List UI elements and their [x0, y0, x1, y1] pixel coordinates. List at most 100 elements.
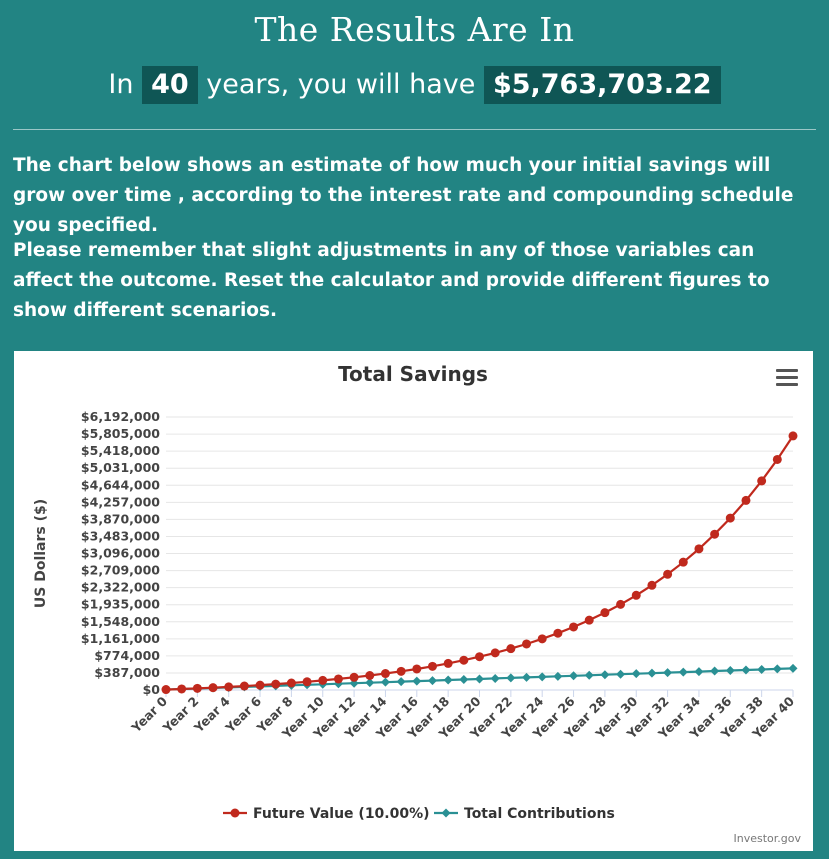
future-value-point: [616, 599, 626, 609]
future-value-point: [318, 675, 328, 685]
total-contributions-point: [537, 672, 547, 682]
results-heading: The Results Are In: [254, 10, 575, 49]
results-summary: In 40 years, you will have $5,763,703.22: [0, 66, 829, 104]
legend-circle-marker: [230, 808, 240, 818]
y-tick-label: $5,418,000: [81, 443, 160, 458]
total-contributions-point: [443, 675, 453, 685]
y-tick-label: $3,483,000: [81, 528, 160, 543]
total-contributions-point: [741, 665, 751, 675]
legend-future-value[interactable]: Future Value (10.00%): [253, 806, 430, 822]
total-contributions-point: [710, 666, 720, 676]
total-contributions-point: [725, 666, 735, 676]
total-contributions-point: [475, 674, 484, 684]
total-contributions-point: [600, 670, 610, 680]
y-tick-label: $0: [143, 682, 161, 697]
y-tick-label: $774,000: [94, 648, 160, 663]
chart-title: Total Savings: [338, 362, 488, 386]
y-tick-label: $5,805,000: [81, 426, 160, 441]
future-value-point: [710, 529, 720, 539]
chart-credits[interactable]: Investor.gov: [733, 832, 802, 845]
future-value-point: [475, 652, 484, 662]
y-tick-label: $5,031,000: [81, 460, 160, 475]
y-tick-label: $4,257,000: [81, 494, 160, 509]
y-tick-label: $6,192,000: [81, 409, 160, 424]
total-contributions-point: [694, 667, 704, 677]
total-contributions-point: [788, 663, 798, 673]
future-value-point: [380, 669, 390, 679]
future-value-point: [553, 628, 563, 638]
total-contributions-point: [678, 667, 688, 677]
total-contributions-point: [631, 669, 641, 679]
future-value-point: [506, 644, 516, 654]
y-tick-label: $1,161,000: [81, 631, 160, 646]
future-value-point: [302, 677, 312, 687]
future-value-point: [208, 683, 218, 693]
total-contributions-point: [396, 677, 406, 687]
chart-container: Total Savings $0 $387,000 $774,000 $1,161,00…: [14, 351, 813, 851]
future-value-point: [569, 622, 579, 632]
reminder-paragraph: Please remember that slight adjustments …: [13, 240, 770, 321]
series-line-future-value: [165, 435, 794, 691]
total-contributions-point: [522, 672, 532, 682]
summary-prefix: In: [108, 69, 134, 100]
total-contributions-point: [553, 671, 563, 681]
total-contributions-point: [427, 676, 437, 686]
future-value-point: [757, 476, 767, 486]
future-value-point: [427, 661, 437, 671]
total-contributions-point: [647, 668, 657, 678]
future-value-point: [647, 580, 657, 590]
chart-menu-icon[interactable]: [776, 369, 798, 387]
y-tick-label: $2,709,000: [81, 563, 160, 578]
future-value-point: [177, 684, 187, 694]
future-value-point: [224, 682, 234, 692]
future-value-point: [694, 544, 704, 554]
y-axis-title: US Dollars ($): [33, 499, 49, 608]
legend-diamond-marker: [441, 808, 451, 818]
total-contributions-point: [412, 676, 422, 686]
y-tick-label: $4,644,000: [81, 477, 160, 492]
total-contributions-point: [584, 670, 594, 680]
future-value-point: [396, 666, 406, 676]
y-tick-label: $387,000: [94, 665, 160, 680]
total-contributions-point: [459, 675, 469, 685]
y-tick-label: $1,548,000: [81, 614, 160, 629]
summary-middle: years, you will have: [206, 69, 476, 100]
future-value-point: [459, 655, 469, 665]
total-contributions-point: [490, 673, 500, 683]
future-value-point: [349, 672, 359, 682]
total-contributions-point: [757, 664, 767, 674]
future-value-point: [255, 680, 265, 690]
future-value-point: [365, 671, 375, 681]
total-contributions-point: [616, 669, 626, 679]
future-value-point: [161, 685, 171, 695]
y-tick-label: $1,935,000: [81, 597, 160, 612]
future-value-point: [631, 590, 641, 600]
future-value-point: [412, 664, 422, 674]
total-contributions-point: [663, 668, 673, 678]
future-value-point: [192, 683, 202, 693]
future-value-point: [537, 634, 547, 644]
future-value-point: [333, 674, 343, 684]
future-value-point: [522, 639, 532, 649]
total-contributions-point: [569, 671, 579, 681]
total-contributions-point: [772, 664, 782, 674]
legend-total-contributions[interactable]: Total Contributions: [464, 806, 615, 822]
future-value-point: [490, 648, 500, 658]
total-contributions-point: [506, 673, 516, 683]
future-value-point: [678, 557, 688, 567]
total-amount-badge: $5,763,703.22: [483, 66, 721, 104]
savings-chart: Total Savings $0 $387,000 $774,000 $1,161,00…: [33, 362, 798, 822]
future-value-point: [271, 679, 281, 689]
future-value-point: [443, 658, 453, 668]
future-value-point: [600, 608, 610, 618]
y-tick-label: $3,096,000: [81, 546, 160, 561]
chart-explanation-paragraph: The chart below shows an estimate of how…: [13, 155, 794, 236]
total-contributions-point: [365, 678, 375, 688]
future-value-point: [663, 569, 673, 579]
future-value-point: [286, 678, 296, 688]
total-contributions-point: [380, 677, 390, 687]
future-value-point: [725, 513, 735, 523]
future-value-point: [788, 431, 798, 441]
y-tick-label: $3,870,000: [81, 511, 160, 526]
y-tick-label: $2,322,000: [81, 580, 160, 595]
